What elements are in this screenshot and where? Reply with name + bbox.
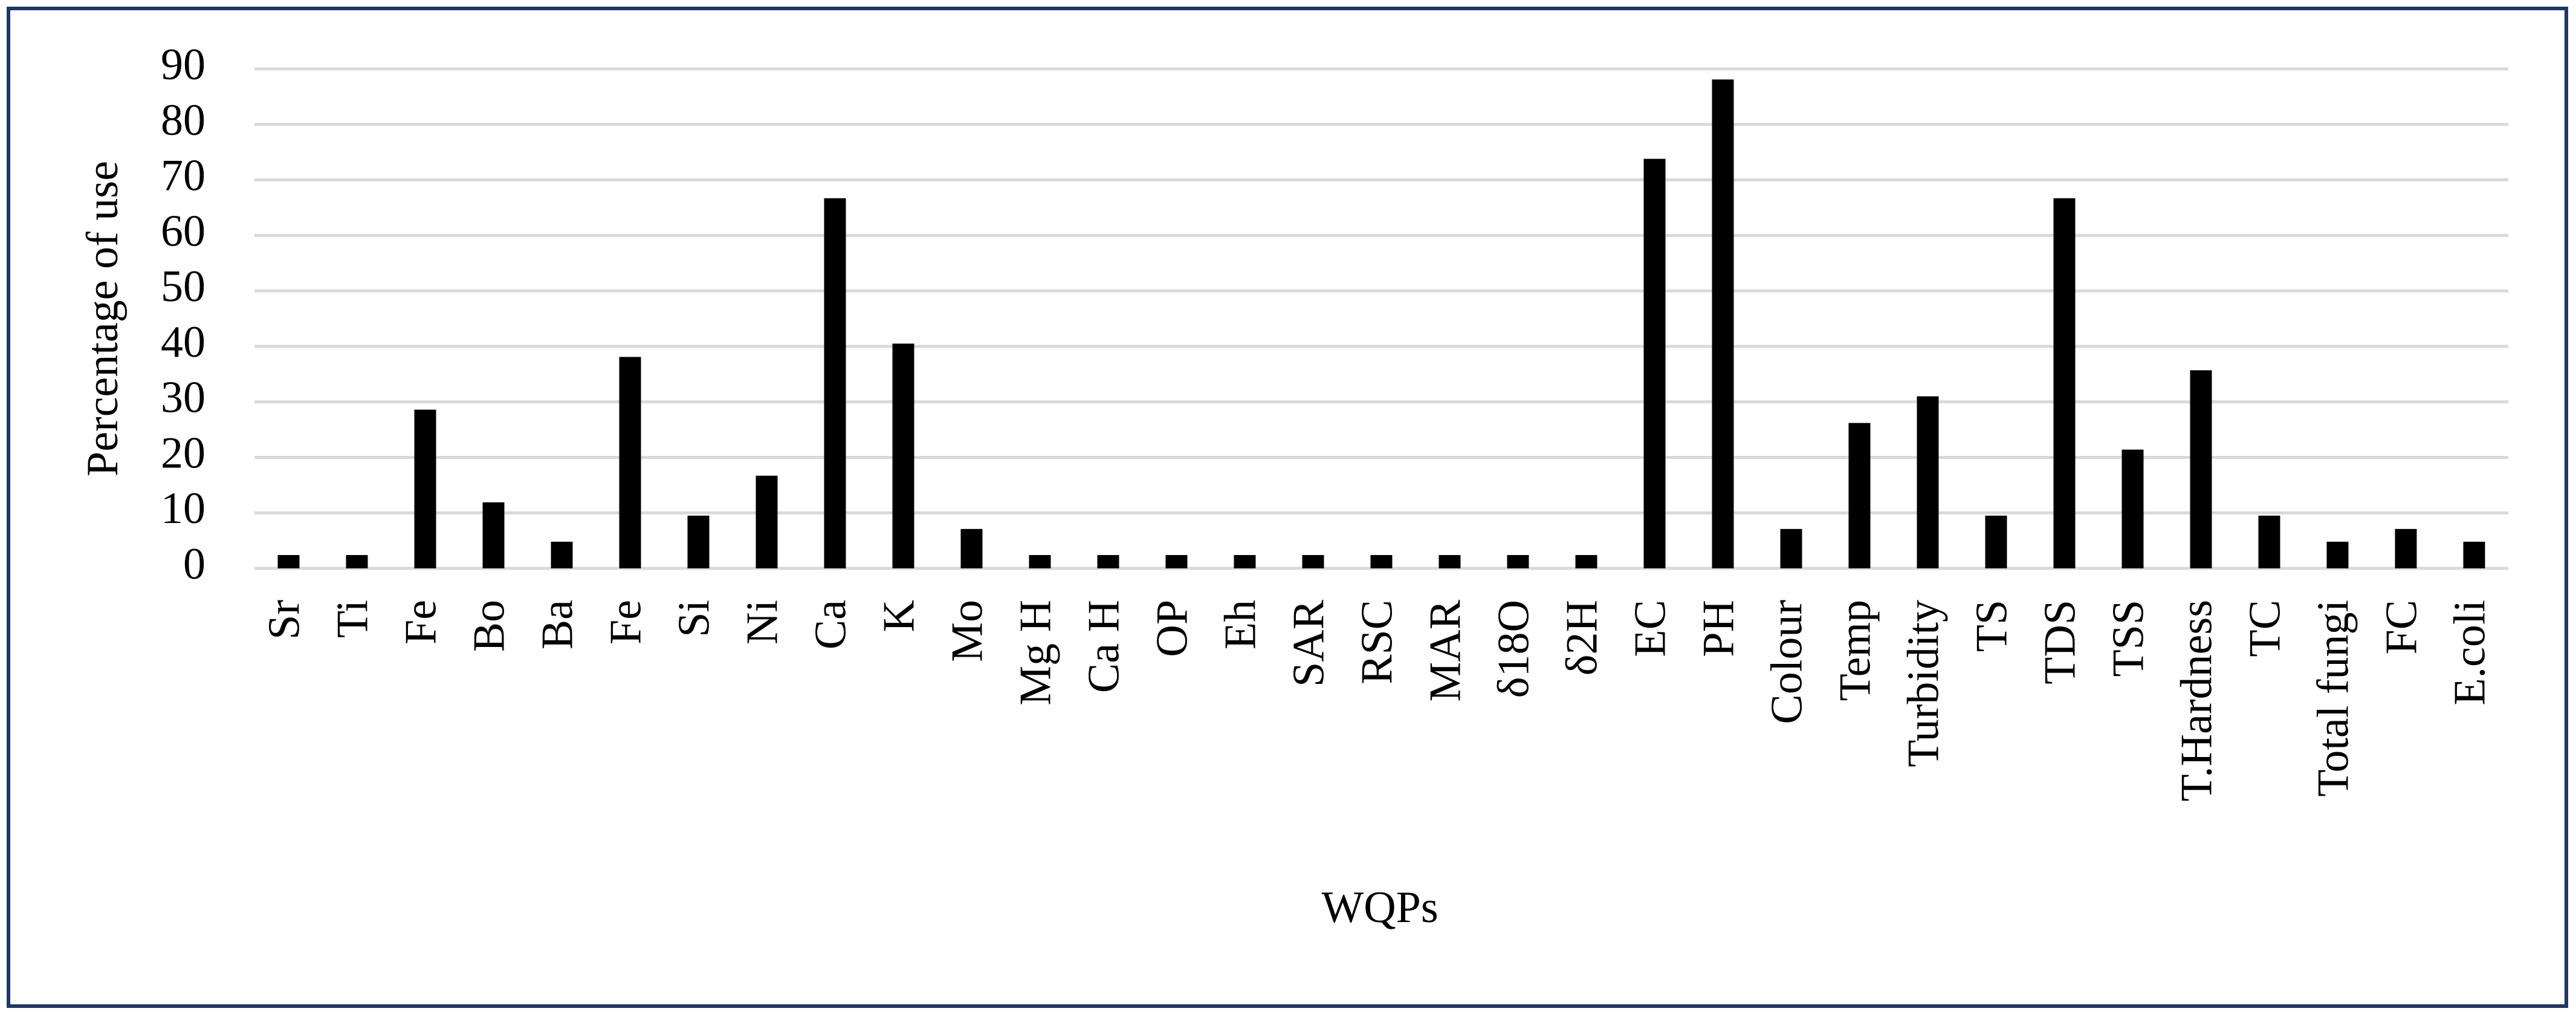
x-tick-label: Ba: [532, 600, 582, 649]
y-tick-label: 60: [161, 206, 205, 256]
bar: [2463, 541, 2485, 568]
bar: [824, 198, 846, 568]
y-tick-label: 0: [183, 539, 205, 589]
bar: [1165, 554, 1188, 568]
x-tick-label: OP: [1147, 600, 1197, 657]
bar: [1985, 515, 2007, 568]
y-tick-label: 20: [161, 428, 205, 478]
x-tick-label: Total fungi: [2308, 600, 2358, 797]
y-tick-label: 40: [161, 317, 205, 367]
y-tick-label: 70: [161, 151, 205, 201]
x-axis-title: WQPs: [1321, 883, 1438, 932]
y-tick-label: 10: [161, 484, 205, 533]
bar: [2258, 515, 2280, 568]
x-tick-label: δ18O: [1489, 600, 1538, 698]
bar: [346, 554, 368, 568]
x-tick-label: TC: [2240, 600, 2290, 657]
x-tick-label: PH: [1694, 600, 1743, 657]
x-tick-label: Sr: [259, 600, 309, 640]
bar: [2395, 528, 2417, 568]
x-tick-label: TDS: [2035, 600, 2085, 684]
x-tick-label: Turbidity: [1898, 600, 1948, 767]
x-tick-label: δ2H: [1557, 600, 1607, 675]
bar: [1234, 554, 1256, 568]
bar: [1302, 554, 1324, 568]
bar: [551, 541, 573, 568]
x-tick-label: Si: [669, 600, 719, 637]
bar: [1507, 554, 1529, 568]
x-tick-label: Colour: [1762, 600, 1811, 724]
bar: [2121, 449, 2144, 568]
x-tick-label: Fe: [601, 600, 650, 645]
bar: [960, 528, 983, 568]
bar: [2053, 198, 2076, 568]
x-tick-label: T.Hardness: [2172, 600, 2221, 802]
bar: [414, 409, 436, 568]
bar: [1917, 396, 1939, 568]
x-tick-label: E.coli: [2445, 600, 2494, 706]
bar: [619, 357, 641, 568]
y-tick-label: 80: [161, 96, 205, 145]
x-tick-label: FC: [2377, 600, 2426, 655]
x-tick-label: Ti: [328, 600, 377, 638]
bar: [1370, 554, 1393, 568]
bar: [1575, 554, 1597, 568]
bar: [1097, 554, 1119, 568]
x-tick-label: Mg H: [1011, 600, 1060, 706]
x-tick-label: Fe: [396, 600, 445, 645]
x-tick-label: Ni: [737, 600, 787, 645]
y-tick-label: 90: [161, 40, 205, 89]
x-tick-label: Ca: [806, 600, 855, 649]
x-tick-label: EC: [1625, 600, 1675, 657]
x-tick-label: Eh: [1215, 600, 1265, 649]
bar: [482, 502, 505, 568]
x-tick-label: RSC: [1352, 600, 1402, 684]
bar: [687, 515, 710, 568]
x-tick-label: Ca H: [1079, 600, 1128, 693]
x-tick-label: TSS: [2103, 600, 2153, 677]
bar: [2190, 370, 2212, 568]
x-tick-label: Bo: [464, 600, 514, 652]
chart-frame: [7, 7, 2568, 1008]
x-tick-label: TS: [1967, 600, 2016, 652]
y-tick-label: 50: [161, 262, 205, 311]
x-tick-label: SAR: [1284, 599, 1333, 687]
bar: [1848, 423, 1871, 568]
bar: [1438, 554, 1461, 568]
bar: [756, 475, 778, 568]
x-tick-label: Temp: [1830, 600, 1880, 701]
bar: [2326, 541, 2349, 568]
bar: [892, 343, 914, 568]
bar: [1780, 528, 1802, 568]
bar: [1643, 158, 1666, 568]
y-tick-label: 30: [161, 373, 205, 423]
bar: [1712, 79, 1734, 569]
x-tick-label: MAR: [1420, 599, 1470, 701]
x-tick-label: Mo: [942, 600, 992, 662]
x-tick-label: K: [874, 600, 924, 632]
bar: [1029, 554, 1051, 568]
bar: [277, 554, 300, 568]
y-axis-title: Percentage of use: [78, 161, 128, 476]
